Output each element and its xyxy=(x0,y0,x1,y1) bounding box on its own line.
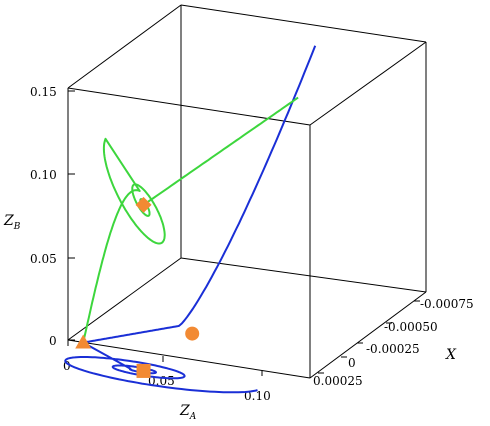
zb-axis-label: ZB xyxy=(3,213,21,232)
zb-axis-label-main: Z xyxy=(3,213,14,229)
zb-tick-label: 0.10 xyxy=(30,168,57,182)
circle-marker xyxy=(185,326,200,341)
blue-spiral-series xyxy=(64,341,258,394)
box-edge xyxy=(309,41,427,126)
x-tick-label: -0.00050 xyxy=(384,320,438,334)
box-edge xyxy=(180,257,427,293)
x-tick-label: 0 xyxy=(348,356,356,370)
za-axis-label-sub: A xyxy=(189,412,197,422)
za-axis-label-main: Z xyxy=(179,403,190,419)
zb-tick-label: 0 xyxy=(49,334,57,348)
triangle-marker xyxy=(75,334,92,349)
x-tick-label: -0.00075 xyxy=(420,297,474,311)
bounding-box xyxy=(67,4,427,379)
box-edge xyxy=(309,291,427,379)
x-tick-label: 0.00025 xyxy=(313,374,363,388)
blue-line-series xyxy=(82,45,317,344)
za-tick-label: 0.10 xyxy=(244,389,271,403)
x-axis-label: X xyxy=(445,347,457,363)
box-edge xyxy=(180,4,427,43)
box-edge xyxy=(67,339,311,379)
y-axis-ticks: -0.00075 -0.00050 -0.00025 0 0.00025 xyxy=(313,297,474,388)
x-tick-label: -0.00025 xyxy=(366,342,420,356)
equilibrium-markers xyxy=(75,196,200,378)
za-axis-label: ZA xyxy=(179,403,197,422)
z-axis-ticks: 0 0.05 0.10 0.15 xyxy=(30,85,75,348)
za-tick-label: 0 xyxy=(63,359,71,373)
zb-tick-label: 0.15 xyxy=(30,85,57,99)
box-edge xyxy=(67,87,311,126)
box-edge xyxy=(67,4,182,89)
zb-tick-label: 0.05 xyxy=(30,252,57,266)
zb-axis-label-sub: B xyxy=(13,222,21,232)
diamond-marker xyxy=(135,196,152,213)
x-axis-label-main: X xyxy=(445,347,457,363)
square-marker xyxy=(136,363,151,378)
